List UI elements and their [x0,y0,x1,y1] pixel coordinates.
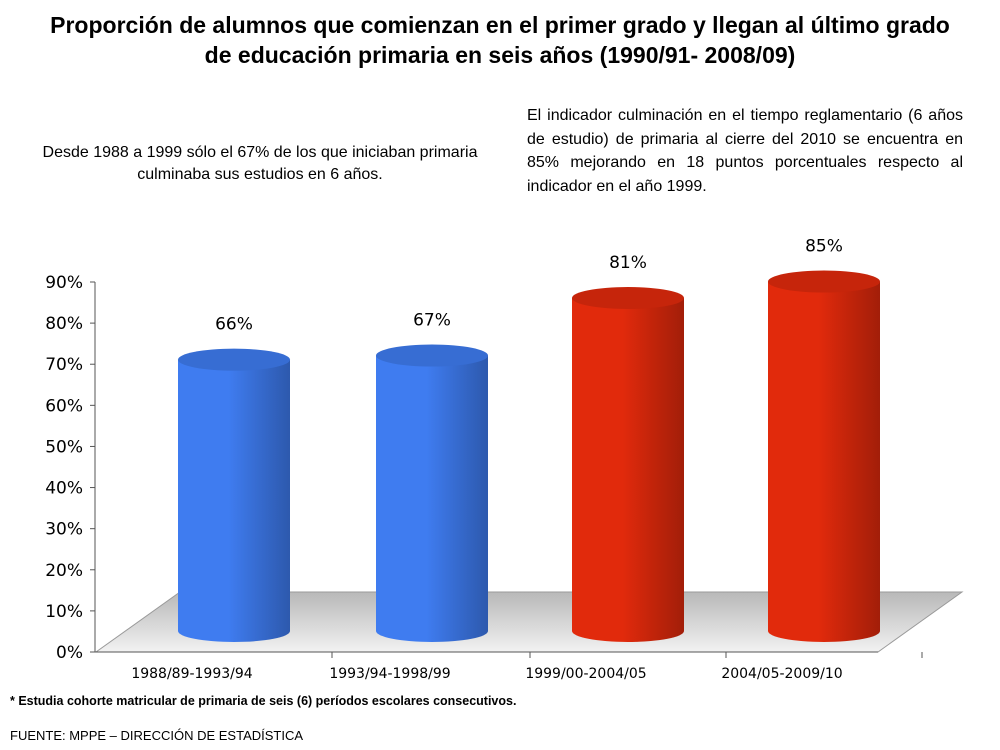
y-tick-label: 20% [45,561,83,581]
bar-top [768,270,880,293]
bar [376,344,488,642]
bar [768,270,880,642]
bar-body [376,355,488,642]
y-tick-label: 0% [56,643,83,663]
title-line-2: de educación primaria en seis años (1990… [204,42,796,68]
x-tick-label: 1999/00-2004/05 [525,666,646,682]
data-label: 81% [609,253,647,273]
y-tick-label: 80% [45,314,83,334]
data-label: 67% [413,311,451,331]
x-tick-label: 1988/89-1993/94 [131,666,252,682]
footnote: * Estudia cohorte matricular de primaria… [10,694,517,708]
bars [178,270,880,642]
bar-body [768,281,880,642]
bar [178,348,290,642]
data-label: 85% [805,237,843,257]
x-tick-label: 1993/94-1998/99 [329,666,450,682]
x-axis: 1988/89-1993/94 1993/94-1998/99 1999/00-20… [131,652,923,682]
data-labels: 66% 67% 81% 85% [215,237,843,335]
annotation-right: El indicador culminación en el tiempo re… [527,107,963,195]
x-tick-label: 2004/05-2009/10 [721,666,842,682]
bar-body [572,298,684,642]
bar-top [572,287,684,309]
y-tick-label: 30% [45,520,83,540]
source-note: FUENTE: MPPE – DIRECCIÓN DE ESTADÍSTICA [10,728,304,743]
bar-body [178,359,290,642]
bar-top [178,348,290,371]
y-tick-label: 50% [45,437,83,457]
y-tick-label: 90% [45,273,83,293]
y-tick-label: 70% [45,355,83,375]
annotation-left: Desde 1988 a 1999 sólo el 67% de los que… [42,144,478,183]
y-tick-label: 60% [45,396,83,416]
title-line-1: Proporción de alumnos que comienzan en e… [50,12,950,38]
y-axis: 0% 10% 20% 30% 40% 50% 60% 70% 80% 90% [45,273,878,663]
y-tick-label: 10% [45,602,83,622]
chart-title: Proporción de alumnos que comienzan en e… [0,10,1000,70]
data-label: 66% [215,315,253,335]
y-tick-label: 40% [45,479,83,499]
bar [572,287,684,642]
bar-top [376,344,488,367]
